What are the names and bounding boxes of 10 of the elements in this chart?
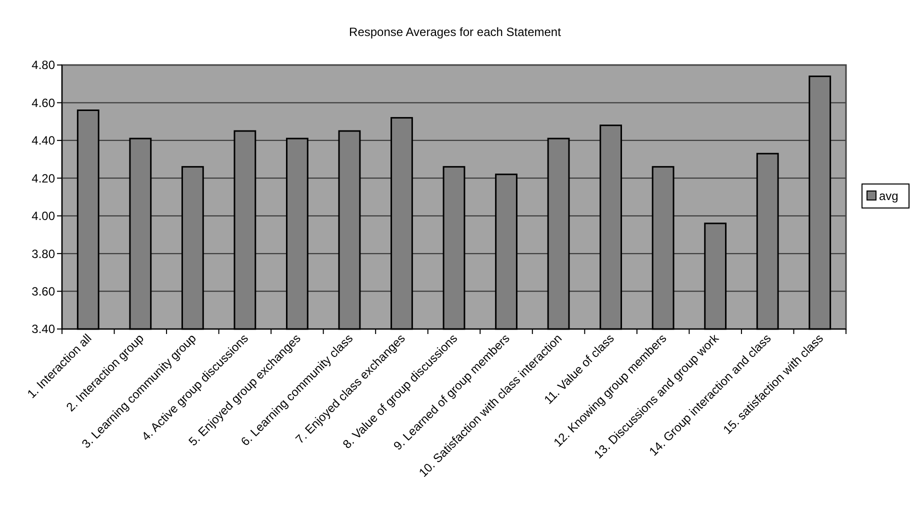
y-tick-label: 4.00 xyxy=(32,209,56,224)
y-tick-label: 4.20 xyxy=(32,171,56,186)
y-tick-label: 3.60 xyxy=(32,284,56,298)
y-tick-label: 4.40 xyxy=(32,134,56,148)
y-tick-label: 4.60 xyxy=(32,96,56,110)
y-tick-label: 4.80 xyxy=(32,58,56,72)
y-tick-label: 3.80 xyxy=(32,246,56,261)
y-tick-label: 3.40 xyxy=(32,322,56,336)
chart-title: Response Averages for each Statement xyxy=(349,25,562,39)
legend-label: avg xyxy=(879,189,898,204)
